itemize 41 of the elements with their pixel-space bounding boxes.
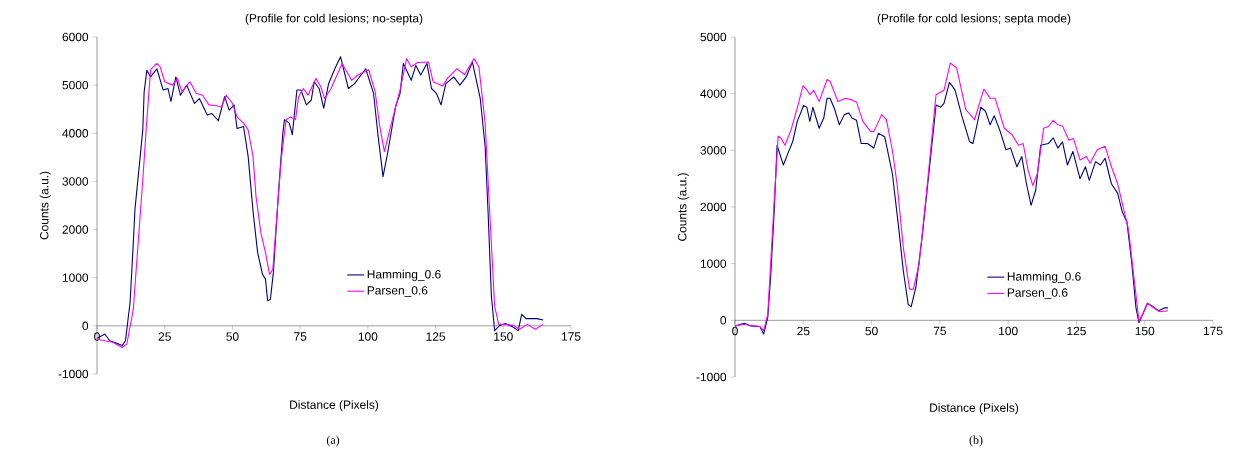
y-tick-label: 5000 (700, 32, 727, 42)
x-tick-label: 125 (426, 332, 446, 341)
x-tick-label: 125 (1067, 326, 1086, 336)
y-tick-label: 6000 (62, 32, 89, 42)
x-tick-label: 50 (865, 326, 878, 336)
y-tick-label: 5000 (62, 80, 89, 90)
x-tick-label: 75 (294, 332, 307, 341)
x-tick-label: 50 (226, 332, 239, 341)
y-tick-label: 4000 (700, 89, 727, 98)
y-tick-label: 3000 (62, 177, 89, 186)
x-tick-label: 0 (732, 326, 738, 336)
y-tick-label: 3000 (700, 146, 727, 155)
x-tick-label: 175 (561, 332, 581, 341)
x-tick-label: 100 (358, 332, 378, 341)
text: (a) (326, 435, 340, 447)
y-tick-label: 1000 (700, 259, 727, 268)
legend-label: Hamming_0.6 (367, 269, 441, 281)
legend-label: Parsen_0.6 (1007, 288, 1068, 300)
x-tick-label: 175 (1203, 326, 1223, 336)
x-tick-label: 75 (933, 326, 947, 336)
legend-label: Parsen_0.6 (367, 286, 428, 297)
y-tick-label: -1000 (696, 372, 727, 382)
y-axis-title: Counts (a.u.) (39, 171, 51, 240)
y-tick-label: 2000 (700, 202, 727, 212)
text: (b) (969, 435, 983, 447)
x-axis-title: Distance (Pixels) (290, 400, 379, 412)
y-tick-label: 1000 (62, 273, 89, 282)
legend-label: Hamming_0.6 (1007, 271, 1081, 284)
y-axis-title: Counts (a.u.) (677, 173, 689, 241)
x-axis-title: Distance (Pixels) (930, 403, 1019, 415)
y-tick-label: -1000 (58, 369, 89, 379)
chart-title: (Profile for cold lesions; septa mode) (877, 13, 1071, 25)
y-tick-label: 4000 (62, 129, 89, 138)
y-tick-label: 0 (720, 316, 727, 325)
x-tick-label: 25 (158, 332, 171, 341)
x-tick-label: 25 (797, 326, 810, 336)
chart-title: (Profile for cold lesions; no-septa) (245, 13, 423, 25)
x-tick-label: 100 (999, 326, 1018, 336)
y-tick-label: 2000 (62, 225, 89, 234)
x-tick-label: 150 (1135, 326, 1155, 336)
x-tick-label: 150 (494, 332, 513, 341)
